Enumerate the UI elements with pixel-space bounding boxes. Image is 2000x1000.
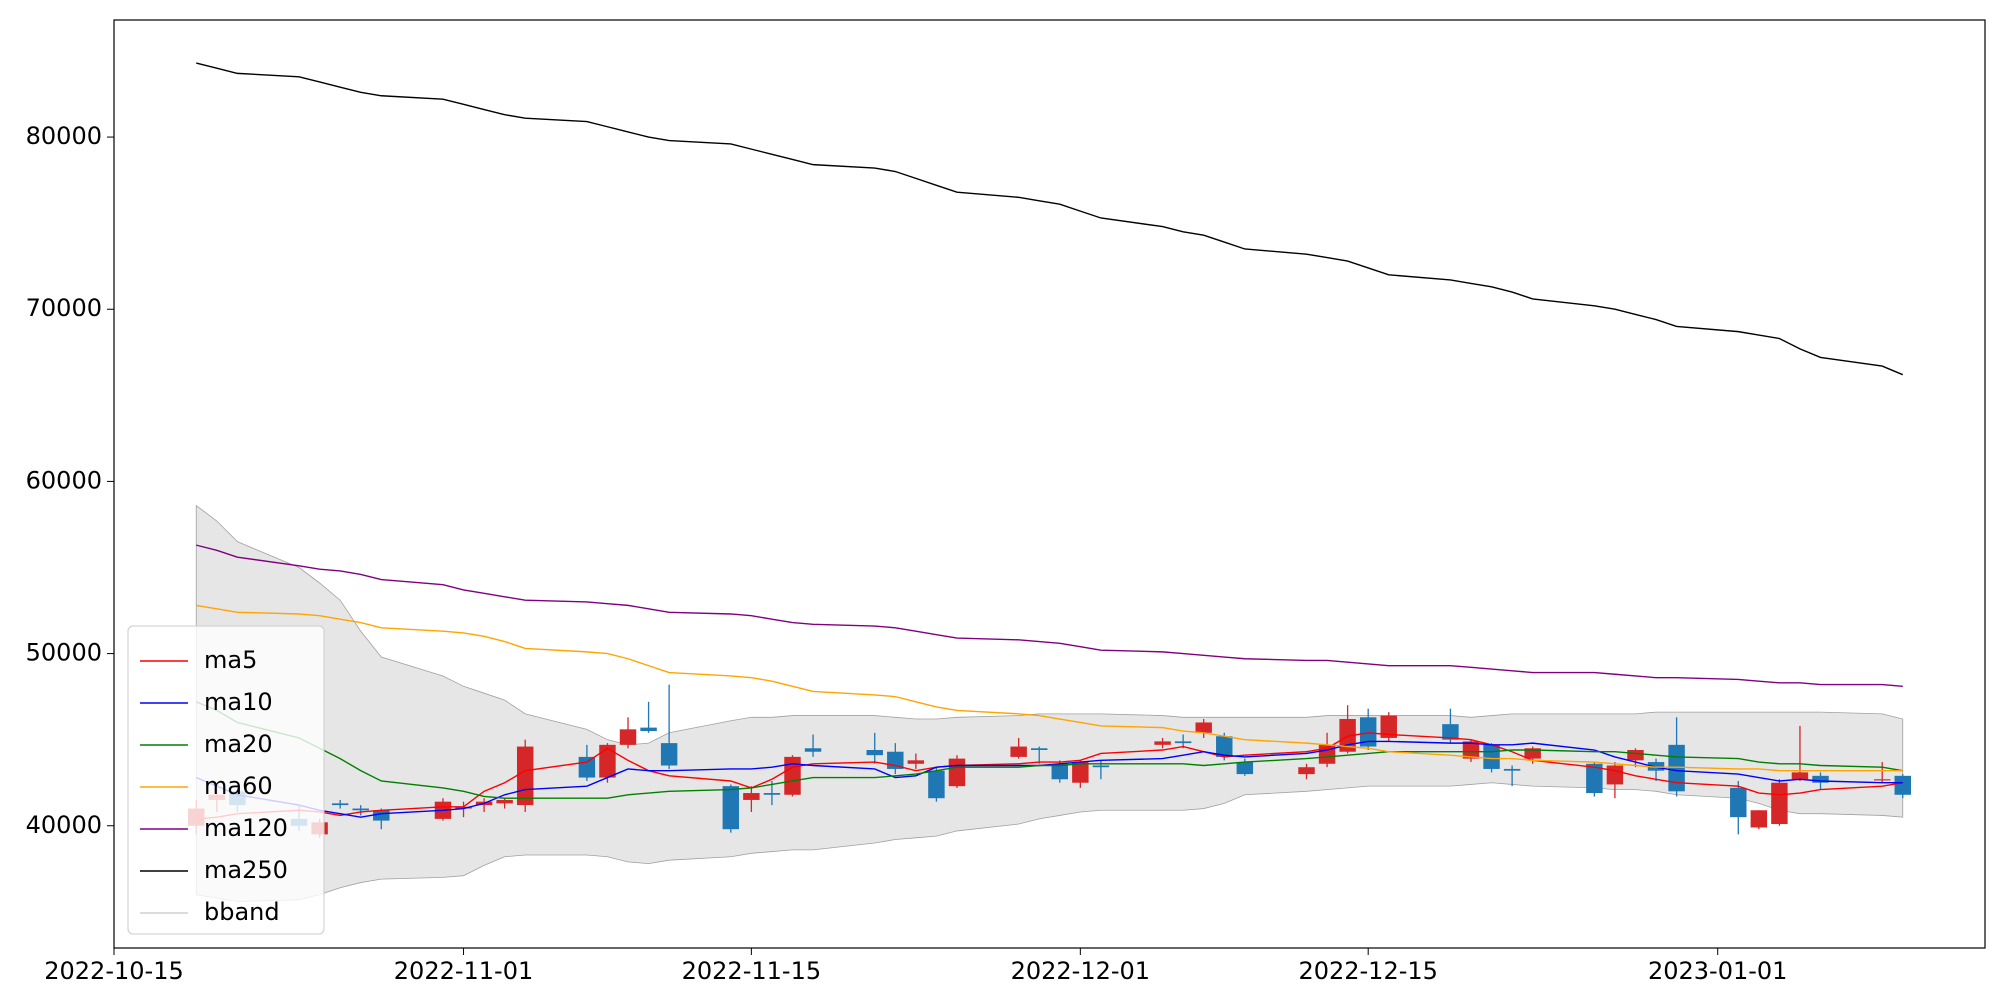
- x-tick-label: 2023-01-01: [1648, 957, 1787, 985]
- candle-body: [1771, 782, 1788, 825]
- candle-body: [1072, 762, 1089, 783]
- candle-body: [1442, 724, 1459, 740]
- candle-body: [1791, 772, 1809, 780]
- candle-body: [784, 756, 801, 795]
- candle-body: [578, 756, 596, 778]
- candle-body: [1894, 775, 1911, 795]
- candle-body: [1010, 746, 1027, 757]
- ma-line: [196, 732, 1903, 820]
- candle-body: [1380, 715, 1397, 738]
- y-tick-label: 70000: [26, 294, 102, 322]
- candle-body: [1154, 741, 1171, 745]
- candle-body: [1524, 748, 1541, 759]
- candle-body: [1195, 722, 1212, 733]
- legend-label: ma120: [204, 814, 288, 842]
- legend-label: ma20: [204, 730, 273, 758]
- ma-line: [195, 701, 1903, 799]
- candle-body: [660, 743, 678, 766]
- candle-body: [1750, 810, 1768, 828]
- x-tick-label: 2022-11-15: [682, 957, 821, 985]
- candle-body: [1873, 779, 1891, 781]
- candle-body: [1462, 741, 1480, 759]
- bband-area: [195, 504, 1904, 902]
- candle-body: [722, 786, 740, 830]
- candle-body: [496, 799, 513, 804]
- candle-body: [455, 806, 472, 809]
- legend-label: ma60: [204, 772, 273, 800]
- candle-body: [763, 793, 781, 795]
- x-tick-label: 2022-10-15: [44, 957, 183, 985]
- candle-body: [1030, 748, 1048, 751]
- candle-body: [928, 770, 945, 799]
- candle-body: [331, 803, 349, 806]
- candle-body: [1606, 765, 1624, 785]
- candle-body: [1503, 768, 1521, 771]
- candle-body: [804, 748, 822, 752]
- y-tick-label: 60000: [26, 466, 102, 494]
- ma-line: [196, 544, 1903, 687]
- candle-body: [516, 746, 534, 806]
- candle-body: [1730, 787, 1747, 818]
- candle-body: [1174, 741, 1192, 744]
- legend-label: ma10: [204, 688, 273, 716]
- candle-body: [866, 750, 883, 756]
- candle-body: [352, 808, 369, 811]
- legend: ma5 ma10 ma20 ma60 ma120 ma250 bband: [127, 625, 325, 935]
- y-tick-label: 40000: [26, 811, 102, 839]
- candle-body: [1483, 744, 1500, 769]
- candle-body: [1092, 765, 1110, 768]
- y-tick-label: 80000: [26, 122, 102, 150]
- candle-body: [1359, 717, 1377, 747]
- ma-line: [196, 604, 1903, 772]
- candle-body: [640, 727, 657, 732]
- candle-body: [619, 729, 637, 745]
- candle-body: [1627, 750, 1644, 761]
- y-tick-label: 50000: [26, 639, 102, 667]
- plot-frame: [113, 19, 1986, 949]
- candle-body: [1647, 762, 1665, 771]
- legend-label: bband: [204, 898, 280, 926]
- ma-line: [196, 62, 1904, 376]
- candle-body: [948, 758, 966, 787]
- candle-body: [373, 810, 390, 821]
- ma-line: [195, 740, 1903, 818]
- x-tick-label: 2022-12-01: [1011, 957, 1150, 985]
- candle-body: [1051, 763, 1069, 780]
- candle-body: [743, 793, 760, 800]
- x-tick-label: 2022-12-15: [1298, 957, 1437, 985]
- legend-label: ma250: [204, 856, 288, 884]
- legend-label: ma5: [204, 646, 257, 674]
- candle-body: [1298, 767, 1315, 775]
- candle-body: [599, 744, 616, 778]
- candle-body: [1586, 763, 1603, 794]
- x-tick-label: 2022-11-01: [394, 957, 533, 985]
- candle-body: [1236, 762, 1254, 775]
- candle-body: [907, 760, 925, 764]
- candle-body: [1216, 736, 1233, 757]
- candle-body: [1812, 775, 1829, 783]
